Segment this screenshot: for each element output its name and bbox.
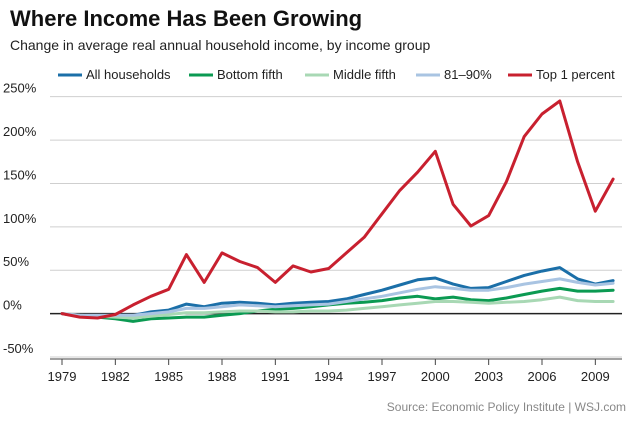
legend-item: Middle fifth xyxy=(305,67,396,82)
series-line-all-households xyxy=(60,266,615,318)
x-tick-label: 1991 xyxy=(261,369,290,384)
legend-label: Middle fifth xyxy=(333,67,396,82)
x-tick-label: 1997 xyxy=(368,369,397,384)
series-line-middle-fifth xyxy=(60,295,615,320)
x-tick-label: 2000 xyxy=(421,369,450,384)
y-tick-label: 200% xyxy=(3,124,37,139)
series-line-top-1-percent xyxy=(60,99,615,320)
y-tick-label: -50% xyxy=(3,341,34,356)
chart-subtitle: Change in average real annual household … xyxy=(10,37,431,53)
legend-label: Top 1 percent xyxy=(536,67,615,82)
axis-layer: -50% 0% 50% 100% 150% 200% 250% 1979 1982 1985 198… xyxy=(3,81,622,384)
x-tick-label: 2009 xyxy=(581,369,610,384)
legend: All households Bottom fifth Middle fifth 81… xyxy=(58,67,615,82)
grid-layer xyxy=(50,96,622,358)
y-tick-label: 250% xyxy=(3,81,37,96)
legend-label: Bottom fifth xyxy=(217,67,283,82)
legend-label: 81–90% xyxy=(444,67,492,82)
x-tick-label: 1979 xyxy=(48,369,77,384)
x-tick-label: 1985 xyxy=(154,369,183,384)
x-tick-label: 1988 xyxy=(208,369,237,384)
series-line-81-90- xyxy=(60,277,615,317)
legend-item: Top 1 percent xyxy=(508,67,615,82)
y-tick-label: 150% xyxy=(3,167,37,182)
y-tick-label: 50% xyxy=(3,254,29,269)
x-tick-label: 1994 xyxy=(314,369,343,384)
source-note: Source: Economic Policy Institute | WSJ.… xyxy=(386,400,626,414)
y-tick-label: 0% xyxy=(3,298,22,313)
legend-item: Bottom fifth xyxy=(189,67,283,82)
chart-title: Where Income Has Been Growing xyxy=(10,6,363,31)
x-tick-label: 2006 xyxy=(528,369,557,384)
legend-item: All households xyxy=(58,67,171,82)
legend-label: All households xyxy=(86,67,171,82)
legend-item: 81–90% xyxy=(416,67,492,82)
series-layer xyxy=(60,99,615,323)
x-tick-label: 1982 xyxy=(101,369,130,384)
y-tick-label: 100% xyxy=(3,211,37,226)
x-tick-label: 2003 xyxy=(474,369,503,384)
